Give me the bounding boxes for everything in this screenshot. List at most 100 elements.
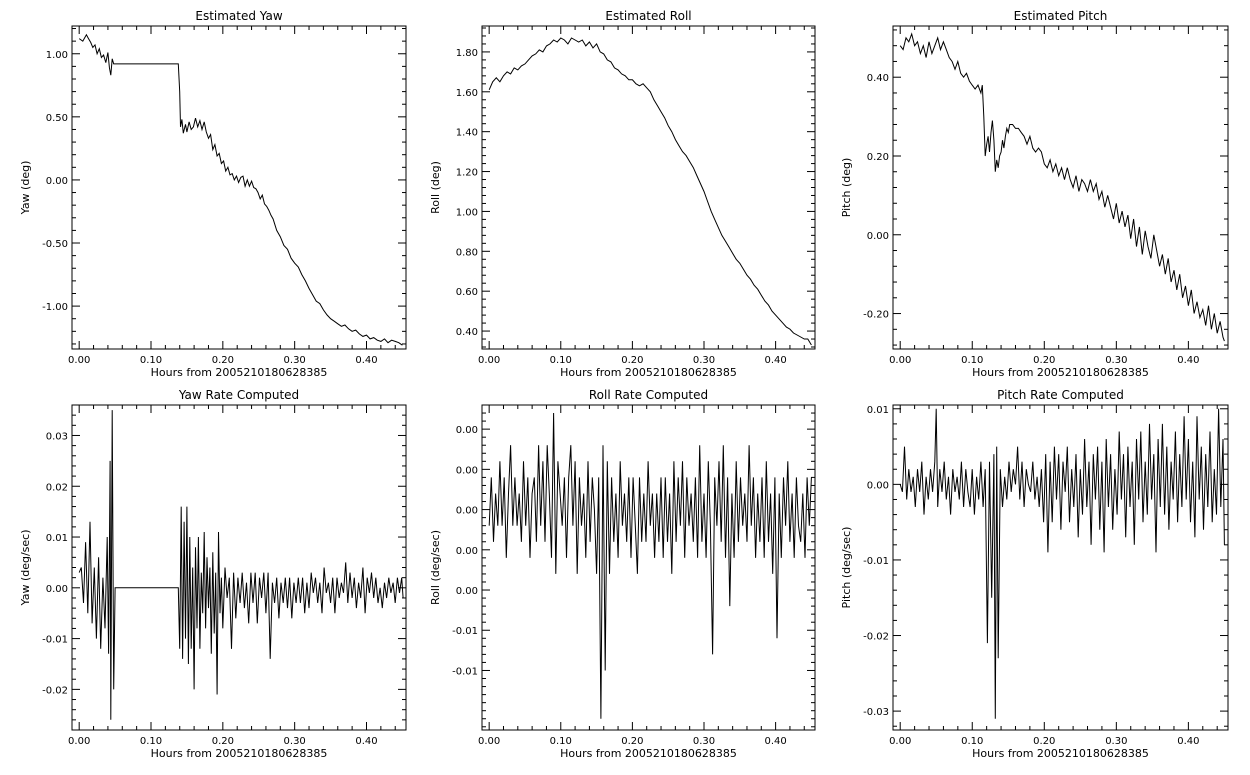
panel-pitch: Estimated Pitch Hours from 20052101806283… xyxy=(840,9,1229,379)
x-tick-label: 0.00 xyxy=(889,736,911,747)
x-tick-label: 0.10 xyxy=(961,736,983,747)
x-tick-label: 0.20 xyxy=(212,736,234,747)
x-tick-label: 0.00 xyxy=(68,736,90,747)
y-tick-label: 0.40 xyxy=(867,73,889,84)
y-tick-label: -0.01 xyxy=(452,626,478,637)
y-tick-label: 0.01 xyxy=(46,533,68,544)
x-tick-label: 0.00 xyxy=(889,355,911,366)
x-tick-label: 0.20 xyxy=(1033,736,1055,747)
x-axis-label: Hours from 2005210180628385 xyxy=(972,747,1149,760)
y-tick-label: 0.50 xyxy=(46,113,68,124)
series-line-yaw-0 xyxy=(78,33,403,346)
x-tick-label: 0.10 xyxy=(961,355,983,366)
y-tick-label: 0.01 xyxy=(867,405,889,416)
y-tick-label: 0.60 xyxy=(456,287,478,298)
y-tick-label: 0.03 xyxy=(46,431,68,442)
panel-yaw-rate: Yaw Rate Computed Hours from 200521018062… xyxy=(19,388,407,760)
y-tick-label: -0.01 xyxy=(452,666,478,677)
x-tick-label: 0.20 xyxy=(1033,355,1055,366)
y-tick-label: 0.20 xyxy=(867,152,889,163)
y-axis-label: Yaw (deg) xyxy=(19,161,32,216)
panel-yaw: Estimated Yaw Hours from 2005210180628385… xyxy=(19,9,407,379)
y-tick-label: 0.00 xyxy=(456,506,478,517)
y-tick-label: -0.01 xyxy=(863,556,889,567)
y-tick-label: -0.50 xyxy=(42,239,68,250)
y-tick-label: -0.02 xyxy=(863,632,889,643)
series-line-pitch-rate-0 xyxy=(899,408,1225,719)
series-line-yaw-rate-0 xyxy=(78,410,404,720)
y-axis-label: Roll (deg) xyxy=(429,161,442,214)
plot-frame xyxy=(71,404,407,731)
y-tick-label: 0.40 xyxy=(456,327,478,338)
y-tick-label: 0.80 xyxy=(456,247,478,258)
plot-frame xyxy=(481,404,816,731)
y-tick-label: 0.00 xyxy=(46,176,68,187)
x-tick-label: 0.10 xyxy=(140,355,162,366)
y-tick-label: 0.00 xyxy=(456,546,478,557)
y-tick-label: 1.00 xyxy=(46,50,68,61)
y-tick-label: -0.02 xyxy=(42,685,68,696)
x-tick-label: 0.40 xyxy=(355,736,377,747)
y-tick-label: 0.00 xyxy=(456,586,478,597)
y-tick-label: 0.00 xyxy=(867,231,889,242)
panel-roll: Estimated Roll Hours from 200521018062838… xyxy=(429,9,816,379)
x-axis-label: Hours from 2005210180628385 xyxy=(151,366,328,379)
y-tick-label: 0.00 xyxy=(46,584,68,595)
series-line-pitch-0 xyxy=(899,32,1225,342)
chart-title: Estimated Roll xyxy=(605,9,691,23)
y-axis-label: Yaw (deg/sec) xyxy=(19,529,32,606)
plot-frame xyxy=(892,404,1229,731)
x-tick-label: 0.10 xyxy=(550,736,572,747)
x-tick-label: 0.20 xyxy=(621,355,643,366)
x-tick-label: 0.20 xyxy=(621,736,643,747)
x-axis-label: Hours from 2005210180628385 xyxy=(151,747,328,760)
series-line-roll-rate-0 xyxy=(488,412,812,719)
x-tick-label: 0.30 xyxy=(284,355,306,366)
x-tick-label: 0.00 xyxy=(478,355,500,366)
y-tick-label: 0.00 xyxy=(456,465,478,476)
panel-roll-rate: Roll Rate Computed Hours from 20052101806… xyxy=(429,388,816,760)
panel-pitch-rate: Pitch Rate Computed Hours from 2005210180… xyxy=(840,388,1229,760)
y-tick-label: 0.00 xyxy=(867,480,889,491)
chart-title: Roll Rate Computed xyxy=(589,388,708,402)
x-tick-label: 0.30 xyxy=(284,736,306,747)
plot-frame xyxy=(892,25,1229,350)
x-tick-label: 0.30 xyxy=(693,736,715,747)
y-tick-label: 1.00 xyxy=(456,207,478,218)
x-tick-label: 0.10 xyxy=(140,736,162,747)
y-axis-label: Pitch (deg/sec) xyxy=(840,527,853,609)
y-tick-label: 0.02 xyxy=(46,482,68,493)
plot-frame xyxy=(71,25,407,350)
x-tick-label: 0.30 xyxy=(1105,736,1127,747)
y-tick-label: 1.60 xyxy=(456,88,478,99)
y-tick-label: -1.00 xyxy=(42,302,68,313)
x-tick-label: 0.00 xyxy=(68,355,90,366)
x-tick-label: 0.40 xyxy=(355,355,377,366)
y-tick-label: -0.01 xyxy=(42,635,68,646)
x-tick-label: 0.40 xyxy=(764,355,786,366)
chart-title: Estimated Pitch xyxy=(1014,9,1108,23)
y-tick-label: 1.20 xyxy=(456,168,478,179)
chart-title: Yaw Rate Computed xyxy=(178,388,299,402)
x-tick-label: 0.30 xyxy=(693,355,715,366)
x-tick-label: 0.00 xyxy=(478,736,500,747)
x-axis-label: Hours from 2005210180628385 xyxy=(560,747,737,760)
y-tick-label: -0.03 xyxy=(863,707,889,718)
y-tick-label: -0.20 xyxy=(863,310,889,321)
x-tick-label: 0.30 xyxy=(1105,355,1127,366)
x-tick-label: 0.40 xyxy=(1177,736,1199,747)
x-tick-label: 0.40 xyxy=(764,736,786,747)
x-tick-label: 0.40 xyxy=(1177,355,1199,366)
x-axis-label: Hours from 2005210180628385 xyxy=(972,366,1149,379)
y-tick-label: 1.40 xyxy=(456,128,478,139)
x-tick-label: 0.10 xyxy=(550,355,572,366)
series-line-roll-0 xyxy=(488,37,812,346)
y-tick-label: 0.00 xyxy=(456,425,478,436)
y-tick-label: 1.80 xyxy=(456,48,478,59)
x-axis-label: Hours from 2005210180628385 xyxy=(560,366,737,379)
x-tick-label: 0.20 xyxy=(212,355,234,366)
chart-title: Pitch Rate Computed xyxy=(997,388,1124,402)
y-axis-label: Pitch (deg) xyxy=(840,158,853,218)
chart-title: Estimated Yaw xyxy=(195,9,282,23)
